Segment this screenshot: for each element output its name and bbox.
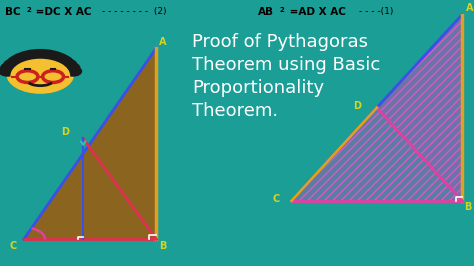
Circle shape [45,52,62,62]
Text: =AD X AC: =AD X AC [286,7,346,17]
Circle shape [13,54,30,64]
Circle shape [7,56,73,93]
Circle shape [50,54,67,64]
Text: AB: AB [258,7,274,17]
Text: 2: 2 [26,7,31,13]
Circle shape [55,57,73,66]
Circle shape [38,51,55,61]
Text: Proof of Pythagoras
Theorem using Basic
Proportionality
Theorem.: Proof of Pythagoras Theorem using Basic … [192,33,380,120]
Text: D: D [353,101,361,111]
Polygon shape [377,15,462,201]
Text: B: B [465,202,472,212]
Circle shape [32,51,49,61]
Circle shape [4,60,21,69]
Text: A: A [465,3,473,13]
Text: B: B [159,241,166,251]
Circle shape [19,52,36,62]
Text: D: D [62,127,70,137]
Text: BC: BC [5,7,20,17]
Text: 2: 2 [280,7,284,13]
Circle shape [25,51,42,61]
Circle shape [0,66,16,76]
Text: - - - - - - - -  (2): - - - - - - - - (2) [102,7,166,16]
Circle shape [11,59,70,92]
Text: C: C [273,194,280,205]
Circle shape [63,63,80,72]
Text: A: A [159,36,166,47]
Text: - - - -(1): - - - -(1) [359,7,394,16]
Polygon shape [292,108,462,201]
Circle shape [1,63,18,72]
Circle shape [8,57,25,66]
Circle shape [60,60,77,69]
Text: C: C [9,241,17,251]
Text: =DC X AC: =DC X AC [32,7,92,17]
Polygon shape [24,48,156,239]
Circle shape [64,66,82,76]
